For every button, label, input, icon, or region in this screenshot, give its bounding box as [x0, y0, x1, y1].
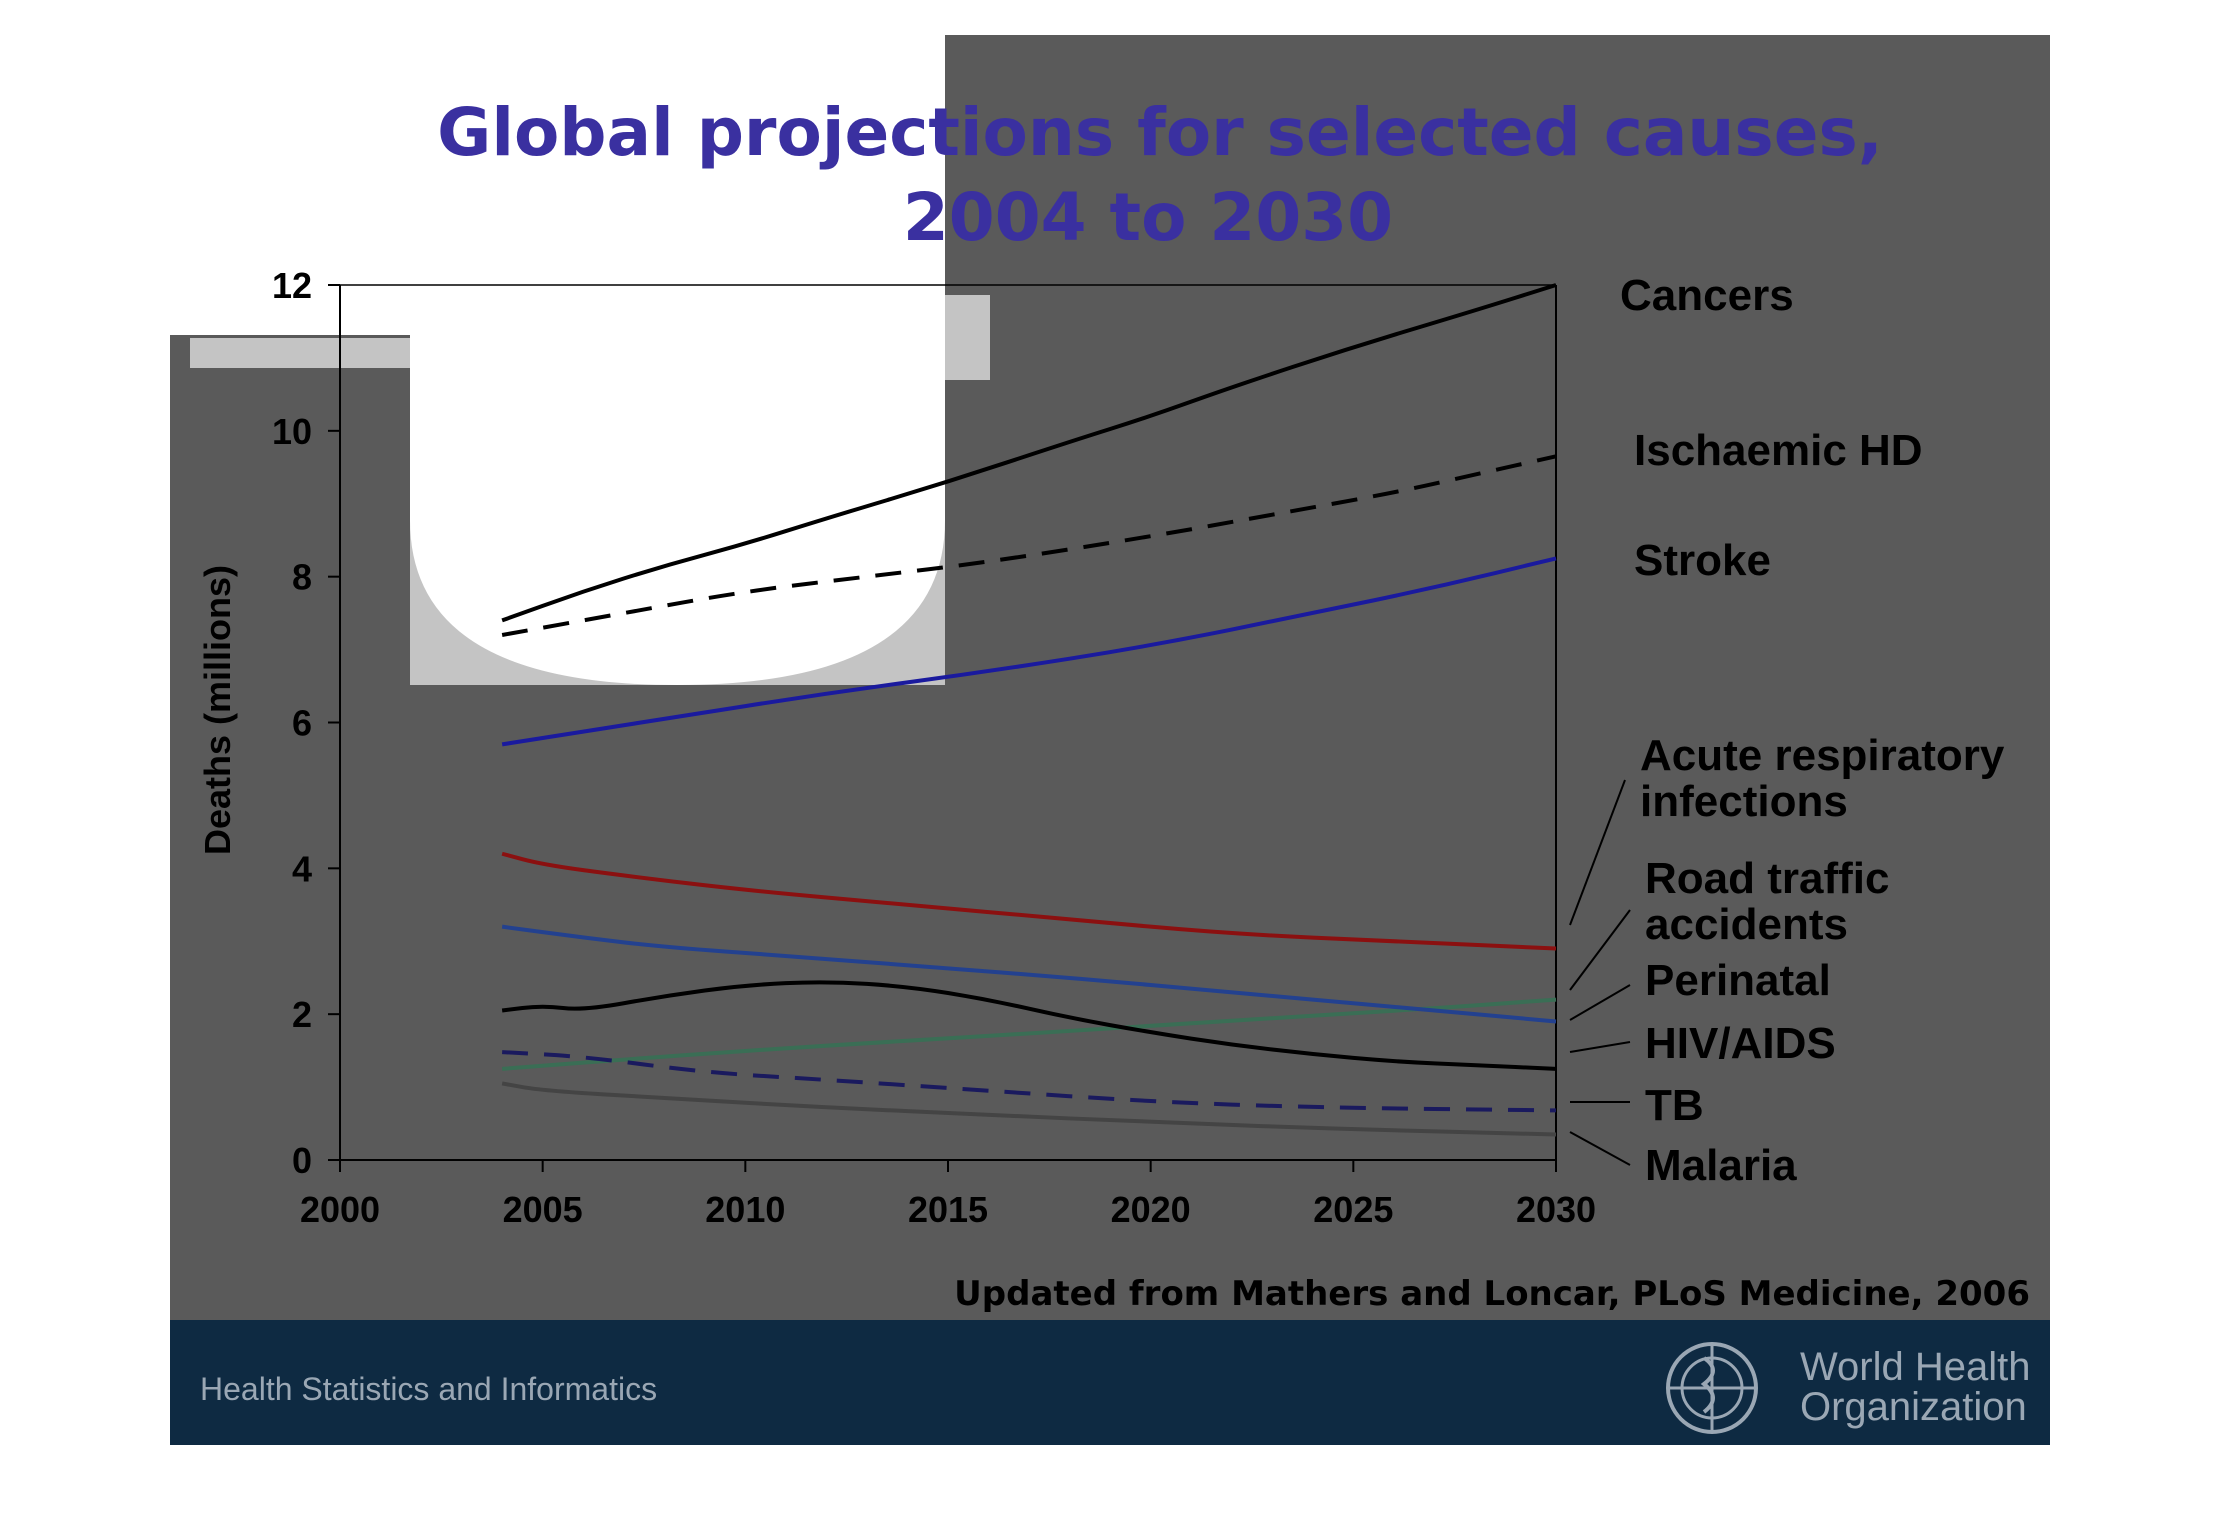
- who-emblem-icon: [1666, 1342, 1758, 1434]
- y-axis-title: Deaths (millions): [197, 565, 238, 855]
- series-line-tb: [502, 1050, 1557, 1113]
- series-label-text: infections: [1640, 777, 1848, 826]
- x-tick-label: 2015: [908, 1189, 988, 1230]
- footer-left-text: Health Statistics and Informatics: [200, 1371, 657, 1407]
- label-leader-line: [1569, 909, 1631, 991]
- series-label-text: Malaria: [1645, 1141, 1797, 1190]
- title-line-2: 2004 to 2030: [903, 179, 1393, 256]
- axes: 0 2 4 6 8 10 12 2000 2005 2010 2015 2020 2025 2030: [272, 265, 1596, 1230]
- x-tick-label: 2000: [300, 1189, 380, 1230]
- series-line-road-traffic-accidents: [501, 997, 1557, 1071]
- y-tick-label: 6: [292, 703, 312, 744]
- series-line-stroke: [501, 556, 1557, 747]
- x-tick-label: 2020: [1111, 1189, 1191, 1230]
- grey-tab: [945, 295, 990, 380]
- y-tick-label: 0: [292, 1140, 312, 1181]
- label-leader-line: [1569, 779, 1626, 926]
- x-tick-label: 2030: [1516, 1189, 1596, 1230]
- source-note: Updated from Mathers and Loncar, PLoS Me…: [954, 1274, 2030, 1314]
- x-tick-label: 2010: [705, 1189, 785, 1230]
- series-line-hiv-aids: [501, 980, 1557, 1071]
- series-label-text: Acute respiratory: [1640, 731, 2005, 780]
- series-label-text: accidents: [1645, 900, 1848, 949]
- title-line-1: Global projections for selected causes,: [437, 94, 1883, 171]
- y-tick-label: 4: [292, 848, 312, 889]
- left-strip-top: [190, 338, 410, 368]
- org-name-line-2: Organization: [1800, 1385, 2027, 1429]
- y-tick-label: 8: [292, 557, 312, 598]
- y-tick-label: 2: [292, 994, 312, 1035]
- series-label-text: Road traffic: [1645, 854, 1889, 903]
- y-tick-label: 10: [272, 411, 312, 452]
- series-line-malaria: [501, 1081, 1557, 1137]
- series-label-text: Perinatal: [1645, 956, 1831, 1005]
- series-line-perinatal: [501, 924, 1557, 1024]
- y-tick-label: 12: [272, 265, 312, 306]
- white-arch: [410, 285, 945, 685]
- series-line-ischaemic-hd: [501, 454, 1557, 637]
- x-tick-label: 2005: [503, 1189, 583, 1230]
- label-leader-line: [1569, 1131, 1631, 1166]
- right-panel: [945, 35, 2050, 380]
- series-label-text: Cancers: [1620, 271, 1794, 320]
- label-leader-line: [1569, 984, 1631, 1021]
- series-label-text: Stroke: [1634, 536, 1771, 585]
- series-label-text: Ischaemic HD: [1634, 426, 1923, 475]
- series-line-acute-respiratory-infections: [501, 851, 1557, 951]
- label-leader-line: [1569, 1041, 1631, 1053]
- series-line-cancers: [501, 283, 1557, 623]
- left-strip: [170, 335, 410, 1445]
- series-labels: Cancers Ischaemic HD Stroke Acute respirato…: [1569, 271, 2005, 1190]
- series-label-text: TB: [1645, 1081, 1704, 1130]
- org-name-line-1: World Health: [1800, 1345, 2030, 1389]
- series-label-text: HIV/AIDS: [1645, 1019, 1836, 1068]
- series-lines: [501, 283, 1557, 1137]
- x-tick-label: 2025: [1313, 1189, 1393, 1230]
